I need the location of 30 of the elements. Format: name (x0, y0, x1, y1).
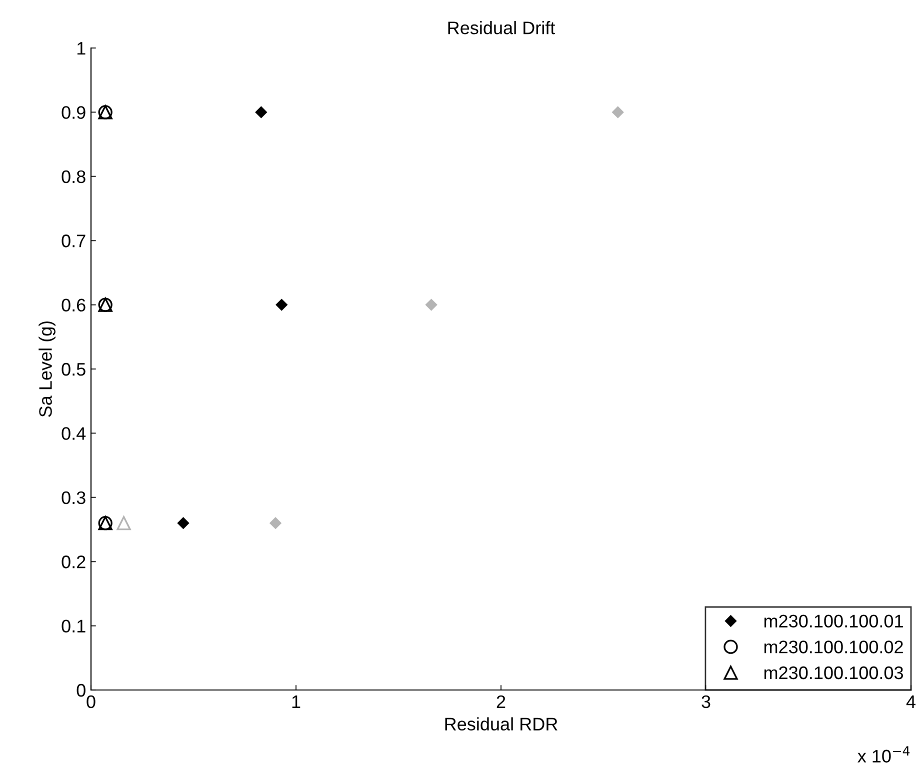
point (270, 517, 282, 529)
y-axis-title: Sa Level (g) (38, 321, 56, 417)
y-tick-label: 1 (77, 42, 86, 55)
x-tick-label: 3 (702, 695, 710, 708)
x-tick-label: 2 (496, 695, 506, 708)
y-tick-label: 0.3 (62, 491, 86, 504)
y-tick-label: 0 (76, 684, 86, 697)
x-axis-title: Residual RDR (445, 717, 558, 731)
y-tick-label: 0.8 (62, 170, 86, 184)
y-tick-label: 0.9 (62, 106, 86, 119)
y-tick-label: 0.2 (62, 556, 86, 568)
point (116, 516, 131, 530)
y-tick-label: 0.4 (62, 427, 86, 440)
chart-title: Residual Drift (448, 21, 556, 34)
legend-label: m230.100.100.03 (764, 666, 903, 680)
legend-label: m230.100.100.02 (764, 640, 903, 654)
y-tick-label: 0.6 (62, 298, 86, 312)
y-tick-label: 0.5 (62, 362, 86, 376)
x-tick-label: 4 (906, 696, 916, 708)
x-tick-label: 1 (292, 696, 300, 708)
point (426, 299, 438, 311)
legend-label: m230.100.100.01 (764, 614, 903, 628)
text: x 10$^{−4}$ (858, 746, 910, 763)
y-tick-label: 0.1 (62, 620, 86, 633)
point (178, 517, 189, 529)
point (255, 106, 267, 118)
point (276, 299, 288, 311)
y-tick-label: 0.7 (62, 234, 86, 248)
point (612, 106, 624, 118)
x-tick-label: 0 (86, 695, 96, 708)
